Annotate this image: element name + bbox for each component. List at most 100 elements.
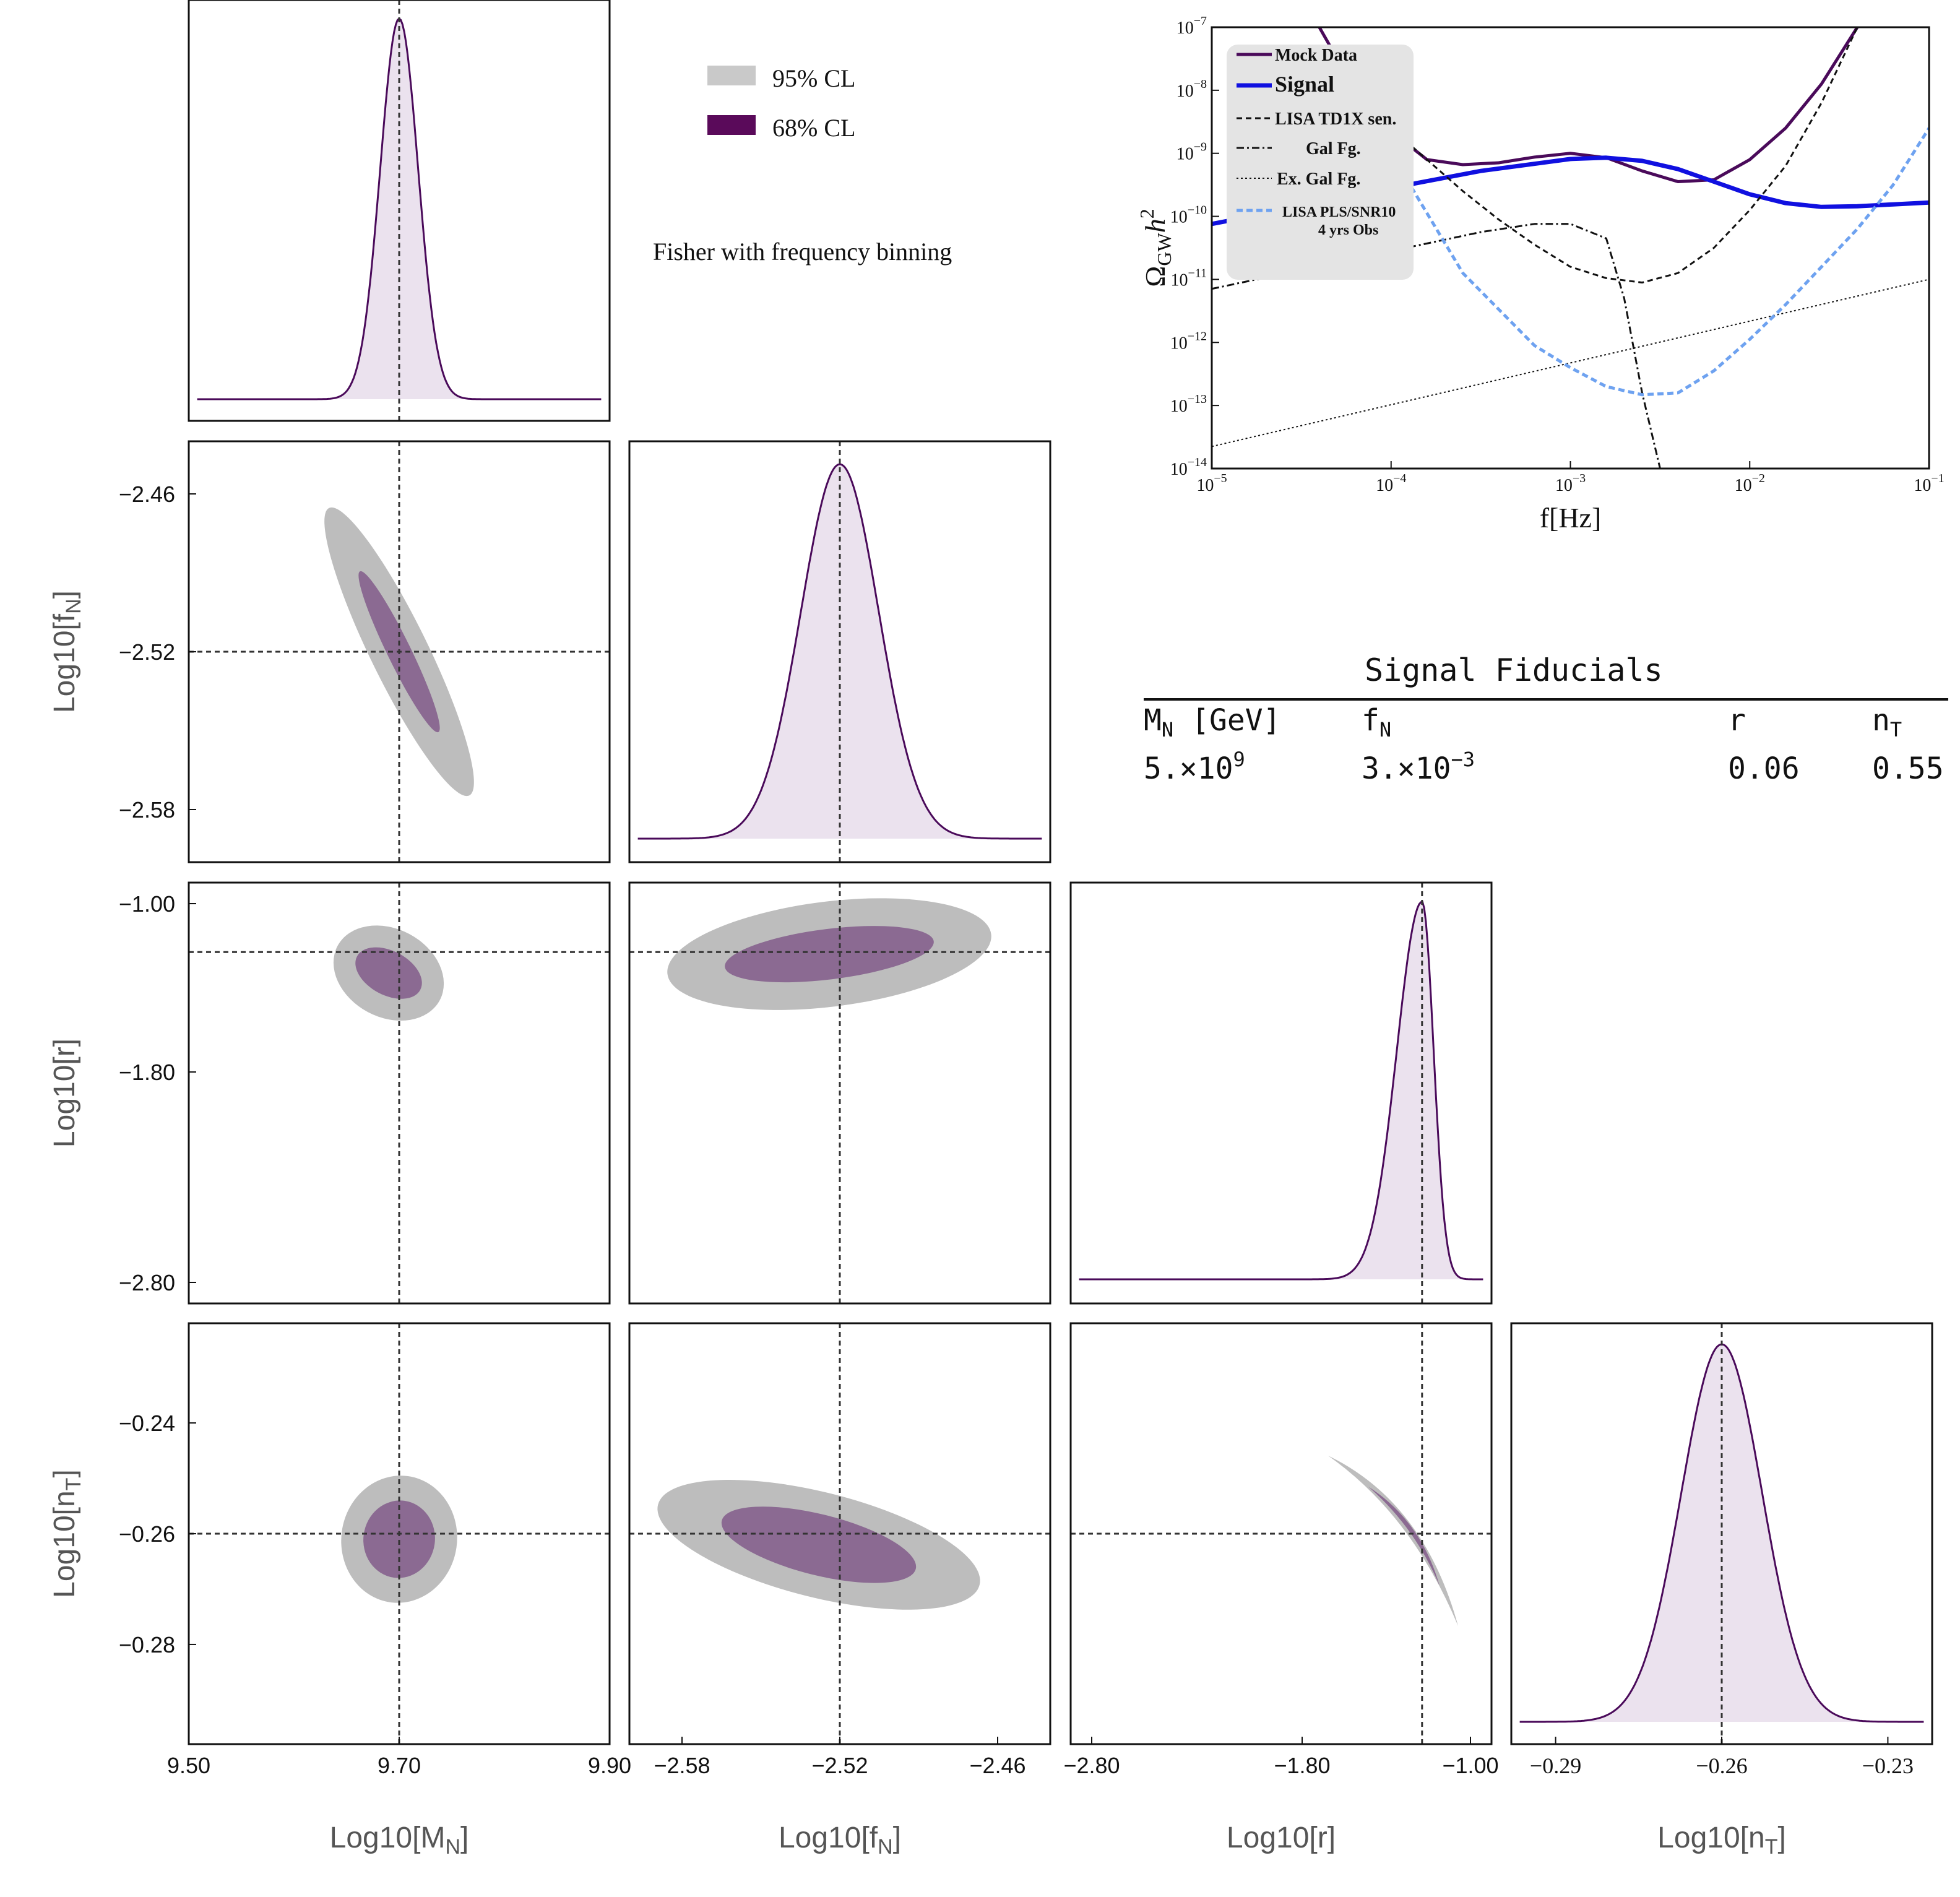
y-axis-label-close-nT: ] <box>48 1469 81 1477</box>
fiducials-value-main-2: 0.06 <box>1728 751 1800 786</box>
spectrum-y-label: ΩGWh2 <box>1136 209 1175 287</box>
x-tick-label-r-2: −1.00 <box>1442 1753 1498 1778</box>
y-tick-label-fN-1: −2.52 <box>119 639 175 665</box>
spectrum-y-tick-exp-1: −8 <box>1194 77 1207 91</box>
fiducials-head-2: r <box>1728 703 1746 738</box>
fiducials-value-main-3: 0.55 <box>1872 751 1944 786</box>
contour-nT-MN-68 <box>363 1500 435 1578</box>
x-axis-label-fN: Log10[fN] <box>779 1821 901 1859</box>
contour-nT-r-68 <box>1368 1486 1440 1586</box>
spectrum-x-tick-exp-1: −4 <box>1393 472 1406 485</box>
spectrum-x-tick-exp-0: −5 <box>1214 472 1227 485</box>
fiducials-title: Signal Fiducials <box>1365 652 1663 688</box>
fiducials-head-main-0: M <box>1144 703 1162 738</box>
x-tick-label-nT-1: −0.26 <box>1696 1753 1747 1778</box>
y-tick-label-fN-2: −2.58 <box>119 797 175 823</box>
spectrum-y-tick-exp-5: −12 <box>1188 329 1207 343</box>
contour-nT-fN-68 <box>721 1506 917 1583</box>
fiducials-value-main-0: 5.×10 <box>1144 751 1233 786</box>
spectrum-x-tick-base-4: 10 <box>1914 476 1931 495</box>
figure-subtitle: Fisher with frequency binning <box>653 238 952 266</box>
x-axis-label-MN: Log10[MN] <box>330 1821 469 1859</box>
contour-r-fN-68 <box>725 926 934 983</box>
x-axis-label-text-fN: Log10[f <box>779 1821 878 1854</box>
fiducials-head-main-1: f <box>1362 703 1379 738</box>
fiducials-head-sub-1: N <box>1379 718 1391 741</box>
fiducials-head-3: nT <box>1872 703 1902 741</box>
spectrum-x-tick-base-0: 10 <box>1196 476 1214 495</box>
y-axis-label-close-fN: ] <box>48 590 81 598</box>
x-tick-label-r-0: −2.80 <box>1063 1753 1120 1778</box>
spectrum-y-tick-base-7: 10 <box>1170 460 1188 479</box>
legend-swatch-68 <box>707 115 756 135</box>
y-tick-label-nT-0: −0.24 <box>119 1411 175 1436</box>
spectrum-y-label-h: h <box>1139 218 1171 233</box>
posterior-curve-r <box>1079 901 1483 1281</box>
spectrum-y-tick-0: 10−7 <box>1176 14 1207 38</box>
spectrum-y-tick-7: 10−14 <box>1170 456 1207 479</box>
y-axis-label-text-r: Log10[r] <box>48 1039 81 1147</box>
fiducials-value-1: 3.×10−3 <box>1362 748 1475 786</box>
y-axis-label-text-fN: Log10[f <box>48 613 81 713</box>
spectrum-y-tick-base-1: 10 <box>1176 82 1194 101</box>
fiducials-head-0: MN [GeV] <box>1144 703 1281 741</box>
spectrum-legend-label-0: Mock Data <box>1275 46 1357 65</box>
spectrum-y-tick-base-0: 10 <box>1176 19 1194 38</box>
panel-r-fN <box>628 881 1051 1305</box>
spectrum-y-tick-exp-7: −14 <box>1188 456 1207 469</box>
panel-MN-MN <box>188 0 611 422</box>
panel-nT-r <box>1069 1322 1493 1745</box>
x-tick-label-nT-0: −0.29 <box>1530 1753 1581 1778</box>
spectrum-x-tick-1: 10−4 <box>1376 472 1406 495</box>
series-lisa-pls-snr10 <box>1389 127 1929 397</box>
posterior-fill-r <box>1079 902 1483 1279</box>
spectrum-y-tick-2: 10−9 <box>1176 140 1207 164</box>
x-axis-label-nT: Log10[nT] <box>1657 1821 1786 1859</box>
spectrum-y-tick-6: 10−13 <box>1170 392 1207 416</box>
spectrum-x-tick-exp-2: −3 <box>1573 472 1586 485</box>
spectrum-x-tick-base-1: 10 <box>1376 476 1393 495</box>
spectrum-y-tick-base-3: 10 <box>1170 208 1188 227</box>
fiducials-value-0: 5.×109 <box>1144 748 1245 786</box>
x-tick-label-MN-1: 9.70 <box>378 1753 421 1778</box>
spectrum-y-tick-base-4: 10 <box>1170 270 1188 290</box>
spectrum-y-tick-exp-0: −7 <box>1194 14 1207 28</box>
fiducials-head-main-3: n <box>1872 703 1890 738</box>
panel-fN-fN <box>628 440 1051 863</box>
x-tick-label-fN-0: −2.58 <box>654 1753 710 1778</box>
y-tick-label-r-0: −1.00 <box>119 891 175 917</box>
x-tick-label-MN-0: 9.50 <box>167 1753 210 1778</box>
spectrum-y-label-sub: GW <box>1153 232 1175 266</box>
x-tick-label-nT-2: −0.23 <box>1862 1753 1914 1778</box>
legend-label-68: 68% CL <box>772 114 855 142</box>
spectrum-x-tick-exp-4: −1 <box>1931 472 1944 485</box>
spectrum-y-tick-base-6: 10 <box>1170 397 1188 416</box>
series-ex-gal-fg- <box>1212 279 1929 447</box>
y-tick-label-fN-0: −2.46 <box>119 482 175 507</box>
spectrum-y-tick-exp-2: −9 <box>1194 140 1207 154</box>
series-lisa-td1x-sen- <box>1390 27 1859 283</box>
y-axis-label-sub-nT: T <box>62 1478 85 1491</box>
x-tick-label-fN-2: −2.46 <box>969 1753 1025 1778</box>
spectrum-y-label-sup: 2 <box>1136 209 1158 218</box>
spectrum-x-tick-base-3: 10 <box>1735 476 1752 495</box>
x-axis-label-sub-MN: N <box>445 1835 460 1859</box>
y-tick-label-nT-1: −0.26 <box>119 1521 175 1547</box>
y-axis-label-fN: Log10[fN] <box>48 590 85 713</box>
spectrum-y-tick-exp-4: −11 <box>1188 266 1207 280</box>
spectrum-y-tick-1: 10−8 <box>1176 77 1207 101</box>
fiducials-value-sup-0: 9 <box>1233 748 1245 771</box>
posterior-curve-fN <box>637 463 1042 840</box>
x-axis-label-text-MN: Log10[M <box>330 1821 446 1854</box>
panel-r-r <box>1069 881 1493 1305</box>
spectrum-x-tick-exp-3: −2 <box>1752 472 1765 485</box>
x-axis-label-r: Log10[r] <box>1227 1821 1336 1854</box>
spectrum-legend-box <box>1227 45 1414 280</box>
spectrum-x-tick-4: 10−1 <box>1914 472 1944 495</box>
spectrum-y-label-omega: Ω <box>1139 266 1171 287</box>
spectrum-legend-label-1: Signal <box>1275 72 1334 97</box>
spectrum-legend-label-2: LISA TD1X sen. <box>1275 110 1396 129</box>
x-axis-label-close-nT: ] <box>1777 1821 1785 1854</box>
spectrum-y-tick-base-2: 10 <box>1176 145 1194 164</box>
